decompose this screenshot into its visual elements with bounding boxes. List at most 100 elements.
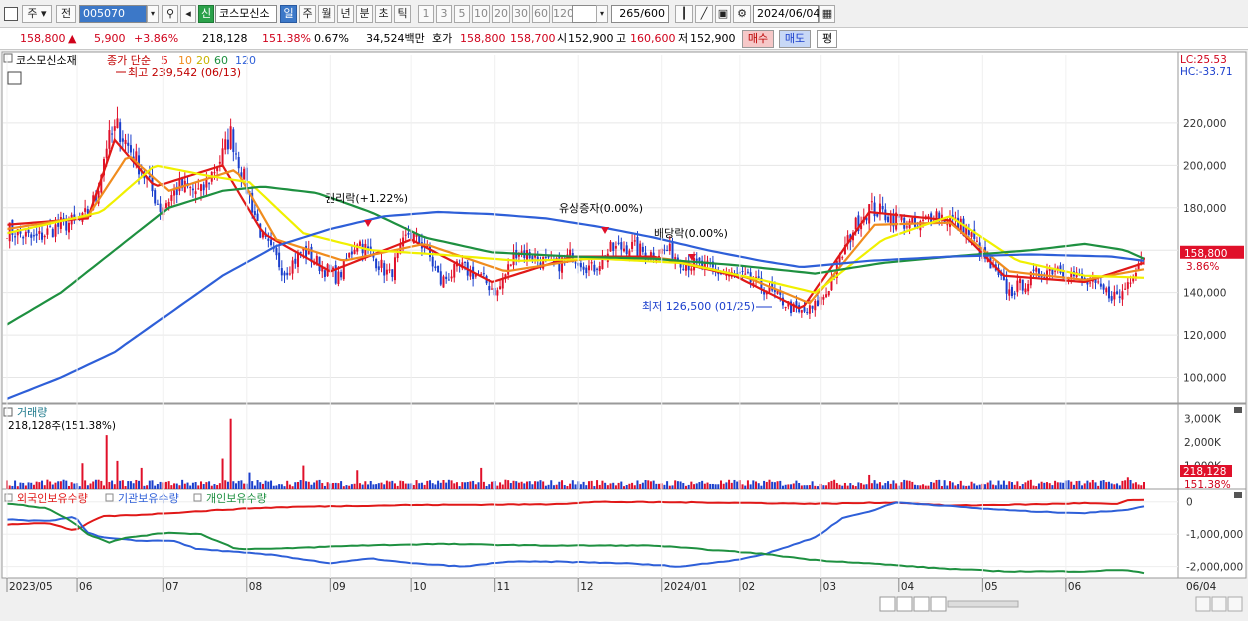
volume-bar: [862, 484, 865, 489]
volume-bar: [189, 485, 192, 489]
search-icon[interactable]: ⚲: [162, 5, 178, 23]
window-menu-icon[interactable]: [4, 7, 18, 21]
tab-period-6[interactable]: 틱: [394, 5, 411, 23]
volume-bar: [816, 486, 819, 489]
tab-period-3[interactable]: 년: [337, 5, 354, 23]
speaker-icon[interactable]: ◂: [180, 5, 196, 23]
draw-tool-icon[interactable]: ╱: [695, 5, 713, 23]
candle-body: [1094, 279, 1097, 283]
volume-bar: [870, 483, 873, 489]
interval-dropdown-icon[interactable]: ▾: [596, 5, 608, 23]
volume-bar: [466, 481, 469, 489]
candle-body: [741, 270, 744, 272]
candle-body: [512, 252, 515, 266]
candle-body: [531, 255, 534, 261]
candle-body: [318, 256, 321, 271]
volume-bar: [84, 480, 87, 489]
candle-body: [596, 268, 599, 270]
volume-bar: [900, 482, 903, 489]
tab-period-0[interactable]: 일: [280, 5, 297, 23]
volume-bar: [695, 483, 698, 489]
tab-period-4[interactable]: 분: [356, 5, 373, 23]
candle-body: [633, 240, 636, 242]
interval-button-5[interactable]: 5: [454, 5, 470, 23]
volume-bar: [617, 482, 620, 489]
x-tick-label: 08: [249, 581, 262, 593]
volume-bar: [116, 460, 119, 489]
volume-bar: [235, 483, 238, 489]
candle-type-icon[interactable]: ┃: [675, 5, 693, 23]
sell-button[interactable]: 매도: [779, 30, 811, 48]
volume-bar: [1002, 480, 1005, 489]
volume-bar: [1043, 482, 1046, 489]
volume-bar: [922, 484, 925, 489]
nav-button-0: [879, 596, 896, 612]
stock-code-input[interactable]: 005070: [79, 5, 147, 23]
volume-bar: [208, 481, 211, 489]
quote-volume: 218,128: [202, 32, 248, 45]
candle-body: [1054, 270, 1057, 272]
volume-bar: [302, 465, 305, 489]
volume-bar: [490, 481, 493, 489]
interval-button-1[interactable]: 1: [418, 5, 434, 23]
volume-bar: [957, 484, 960, 489]
volume-bar: [881, 485, 884, 489]
stock-chart[interactable]: 100,000120,000140,000160,000180,000200,0…: [0, 51, 1248, 621]
type-select[interactable]: 주 ▾: [22, 5, 52, 23]
open-label: 시: [557, 32, 568, 45]
volume-bar: [1029, 479, 1032, 489]
candle-body: [938, 212, 941, 221]
volume-bar: [418, 483, 421, 489]
candle-body: [296, 252, 299, 267]
volume-bar: [412, 484, 415, 489]
calendar-icon[interactable]: ▦: [819, 5, 835, 23]
candle-body: [332, 267, 335, 270]
x-tick-label: 05: [984, 581, 997, 593]
legend-ma-20: 20: [196, 54, 210, 67]
interval-button-120[interactable]: 120: [552, 5, 574, 23]
volume-bar: [940, 485, 943, 489]
quote-low: 152,900: [690, 32, 736, 45]
save-icon[interactable]: ▣: [715, 5, 731, 23]
nav-button-2: [913, 596, 930, 612]
volume-bar: [733, 479, 736, 489]
volume-bar: [1032, 485, 1035, 489]
volume-bar: [517, 482, 520, 489]
interval-button-20[interactable]: 20: [492, 5, 510, 23]
tab-period-5[interactable]: 초: [375, 5, 392, 23]
volume-bar: [539, 480, 542, 489]
candle-body: [935, 211, 938, 219]
interval-button-3[interactable]: 3: [436, 5, 452, 23]
volume-bar: [701, 480, 704, 489]
interval-button-30[interactable]: 30: [512, 5, 530, 23]
candle-body: [84, 208, 87, 212]
volume-bar: [38, 482, 41, 489]
count-field[interactable]: 265/600: [611, 5, 669, 23]
candle-body: [348, 252, 351, 258]
volume-bar: [601, 480, 604, 489]
volume-bar: [835, 483, 838, 489]
volume-last-tag: [1180, 465, 1232, 477]
volume-bar: [755, 481, 758, 489]
volume-bar: [175, 483, 178, 489]
tab-period-2[interactable]: 월: [318, 5, 335, 23]
volume-bar: [949, 481, 952, 489]
prev-button[interactable]: 전: [56, 5, 76, 23]
interval-button-10[interactable]: 10: [472, 5, 490, 23]
candle-body: [601, 255, 604, 270]
new-badge[interactable]: 신: [198, 5, 214, 23]
code-dropdown-icon[interactable]: ▾: [147, 5, 159, 23]
volume-bar: [593, 486, 596, 489]
interval-button-60[interactable]: 60: [532, 5, 550, 23]
candle-body: [24, 231, 27, 237]
date-input[interactable]: 2024/06/04: [753, 5, 820, 23]
volume-bar: [278, 484, 281, 489]
volume-bar: [59, 481, 62, 489]
tab-period-1[interactable]: 주: [299, 5, 316, 23]
eval-button[interactable]: 평: [817, 30, 837, 48]
candle-body: [32, 235, 35, 237]
buy-button[interactable]: 매수: [742, 30, 774, 48]
quote-high: 160,600: [630, 32, 676, 45]
panel-menu-icon: [3, 53, 13, 63]
gear-icon[interactable]: ⚙: [733, 5, 751, 23]
